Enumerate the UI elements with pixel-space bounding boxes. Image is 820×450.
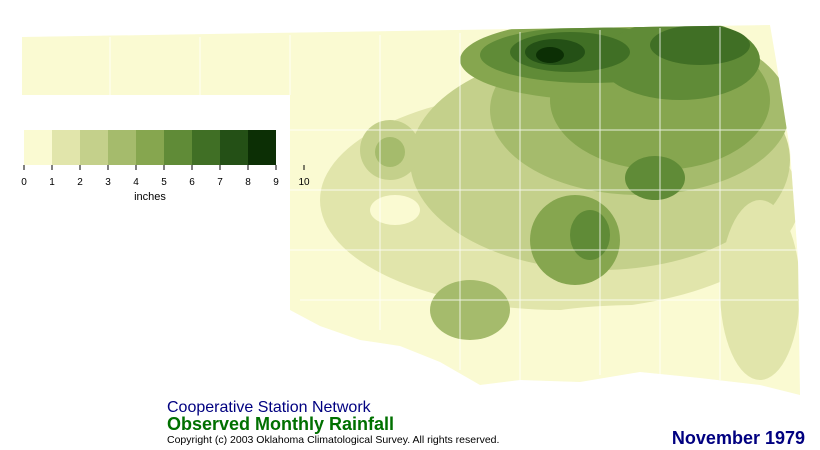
legend-swatch: [220, 130, 248, 165]
legend-tick-label: 8: [245, 177, 251, 188]
network-title: Cooperative Station Network: [167, 399, 372, 416]
legend-tick-label: 4: [133, 177, 139, 188]
legend-tick-label: 0: [21, 177, 27, 188]
legend-tick-label: 6: [189, 177, 195, 188]
legend-tick-label: 10: [298, 177, 310, 188]
map-title: Observed Monthly Rainfall: [167, 414, 394, 434]
legend-unit: inches: [134, 191, 166, 203]
legend-tick-label: 9: [273, 177, 279, 188]
legend-swatch: [80, 130, 108, 165]
legend-tick-label: 3: [105, 177, 111, 188]
legend-swatch: [136, 130, 164, 165]
legend-swatch: [108, 130, 136, 165]
legend-tick-label: 7: [217, 177, 223, 188]
legend-swatch: [52, 130, 80, 165]
copyright: Copyright (c) 2003 Oklahoma Climatologic…: [167, 434, 499, 446]
legend-swatch: [24, 130, 52, 165]
legend-swatch: [164, 130, 192, 165]
legend-tick-label: 2: [77, 177, 83, 188]
date: November 1979: [672, 428, 805, 448]
legend: 0 1 2 3 4 5 6 7 8 9 10 inches: [21, 130, 310, 203]
legend-swatch: [248, 130, 276, 165]
legend-swatch: [192, 130, 220, 165]
legend-tick-label: 1: [49, 177, 55, 188]
legend-tick-label: 5: [161, 177, 167, 188]
